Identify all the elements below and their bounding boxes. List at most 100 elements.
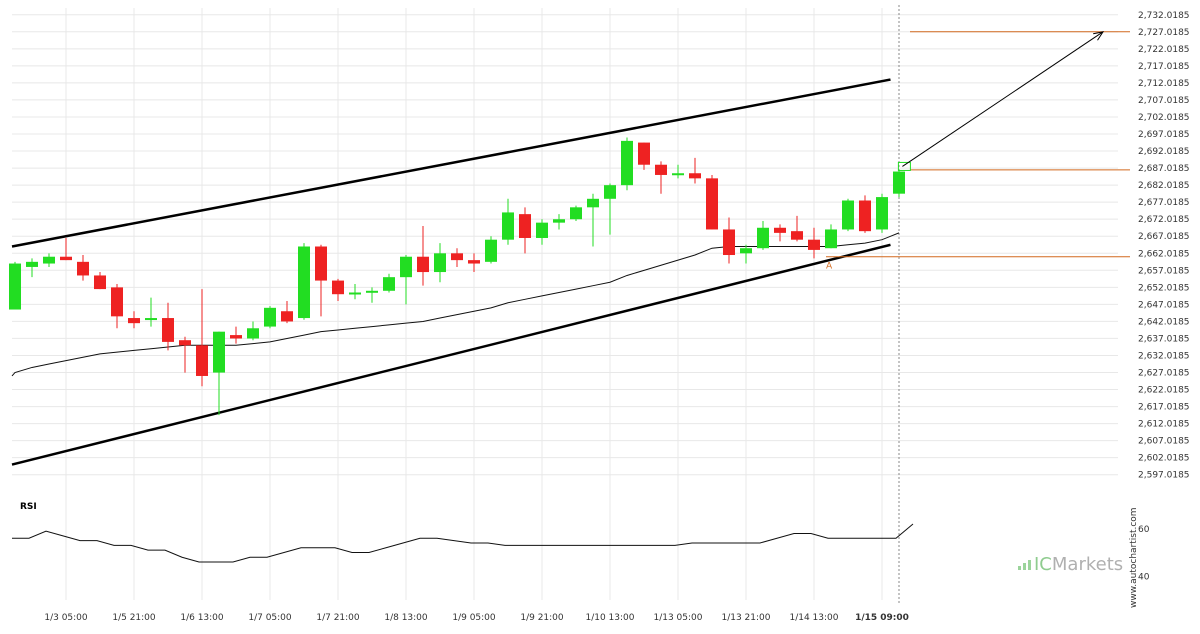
y-tick-label: 2,722.0185 — [1138, 45, 1190, 55]
candle-body — [723, 229, 735, 256]
candle-body — [876, 197, 888, 230]
candle-body — [400, 256, 412, 278]
candle-body — [638, 142, 650, 165]
watermark-bars-icon — [1028, 560, 1031, 570]
candle-body — [774, 227, 786, 233]
candle-body — [604, 185, 616, 199]
rsi-tick-label: 40 — [1138, 572, 1150, 582]
x-tick-label: 1/10 13:00 — [585, 613, 634, 623]
candle-body — [536, 222, 548, 238]
candle-body — [672, 173, 684, 176]
candle-body — [9, 263, 21, 310]
candle-body — [825, 229, 837, 249]
candle-body — [60, 256, 72, 261]
candle-body — [179, 340, 191, 346]
candle-body — [655, 164, 667, 175]
y-tick-label: 2,597.0185 — [1138, 471, 1190, 481]
support-label: A — [826, 262, 833, 272]
candle-body — [570, 207, 582, 220]
x-tick-label: 1/5 21:00 — [112, 613, 156, 623]
watermark-bars-icon — [1023, 563, 1026, 570]
y-tick-label: 2,637.0185 — [1138, 334, 1190, 344]
y-tick-label: 2,612.0185 — [1138, 420, 1190, 430]
x-tick-label: 1/7 05:00 — [248, 613, 292, 623]
candle-body — [893, 171, 905, 194]
y-tick-label: 2,632.0185 — [1138, 351, 1190, 361]
candle-body — [77, 261, 89, 276]
candle-body — [111, 287, 123, 317]
candle-body — [842, 200, 854, 230]
watermark-group: ICMarkets — [1018, 554, 1123, 575]
y-tick-label: 2,682.0185 — [1138, 181, 1190, 191]
y-tick-label: 2,667.0185 — [1138, 232, 1190, 242]
rsi-tick-label: 60 — [1138, 525, 1150, 535]
candle-body — [366, 290, 378, 293]
candle-body — [706, 178, 718, 230]
channel-lower-line — [11, 243, 891, 466]
y-tick-label: 2,617.0185 — [1138, 403, 1190, 413]
y-tick-label: 2,672.0185 — [1138, 215, 1190, 225]
y-tick-label: 2,642.0185 — [1138, 317, 1190, 327]
rsi-line — [12, 523, 914, 563]
candle-body — [196, 345, 208, 376]
y-tick-label: 2,692.0185 — [1138, 147, 1190, 157]
y-tick-label: 2,717.0185 — [1138, 62, 1190, 72]
candle-body — [145, 318, 157, 321]
candle-body — [587, 198, 599, 208]
x-tick-label: 1/8 13:00 — [384, 613, 428, 623]
channel-upper-line — [11, 78, 891, 248]
candle-body — [213, 331, 225, 373]
watermark-bars-icon — [1018, 566, 1021, 570]
candle-body — [128, 318, 140, 324]
candle-body — [621, 140, 633, 186]
y-tick-label: 2,687.0185 — [1138, 164, 1190, 174]
rsi-label: RSI — [20, 502, 37, 512]
candle-body — [349, 292, 361, 295]
y-tick-label: 2,697.0185 — [1138, 130, 1190, 140]
y-tick-label: 2,627.0185 — [1138, 369, 1190, 379]
candle-body — [247, 328, 259, 339]
candle-body — [264, 307, 276, 327]
candle-body — [417, 256, 429, 273]
candle-body — [740, 248, 752, 254]
x-tick-label: 1/7 21:00 — [316, 613, 360, 623]
candle-body — [468, 260, 480, 264]
moving-average-line — [11, 232, 900, 377]
y-tick-label: 2,707.0185 — [1138, 96, 1190, 106]
candle-body — [315, 246, 327, 281]
y-tick-label: 2,727.0185 — [1138, 28, 1190, 38]
candle-body — [383, 277, 395, 291]
watermark-brand: ICMarkets — [1034, 554, 1123, 575]
candle-body — [502, 212, 514, 240]
x-tick-label: 1/9 21:00 — [520, 613, 564, 623]
y-tick-label: 2,652.0185 — [1138, 283, 1190, 293]
candle-body — [162, 318, 174, 342]
forecast-arrow-head — [1093, 31, 1105, 41]
y-tick-label: 2,702.0185 — [1138, 113, 1190, 123]
candle-body — [689, 173, 701, 179]
y-tick-label: 2,607.0185 — [1138, 437, 1190, 447]
x-tick-label: 1/13 21:00 — [721, 613, 770, 623]
y-tick-label: 2,657.0185 — [1138, 266, 1190, 276]
candle-body — [519, 214, 531, 238]
y-tick-label: 2,712.0185 — [1138, 79, 1190, 89]
y-tick-label: 2,662.0185 — [1138, 249, 1190, 259]
candle-body — [298, 246, 310, 319]
y-tick-label: 2,602.0185 — [1138, 454, 1190, 464]
candle-body — [281, 311, 293, 322]
x-tick-label: 1/6 13:00 — [180, 613, 224, 623]
x-tick-label: 1/13 05:00 — [653, 613, 702, 623]
candle-body — [94, 275, 106, 290]
forecast-box — [897, 161, 911, 171]
x-tick-label: 1/14 13:00 — [789, 613, 838, 623]
candle-body — [26, 261, 38, 267]
forecast-arrow-line — [902, 31, 1104, 167]
candle-body — [434, 253, 446, 273]
candle-body — [332, 280, 344, 295]
candle-body — [859, 200, 871, 232]
candle-body — [485, 239, 497, 262]
candle-body — [451, 253, 463, 261]
x-tick-label: 1/9 05:00 — [452, 613, 496, 623]
